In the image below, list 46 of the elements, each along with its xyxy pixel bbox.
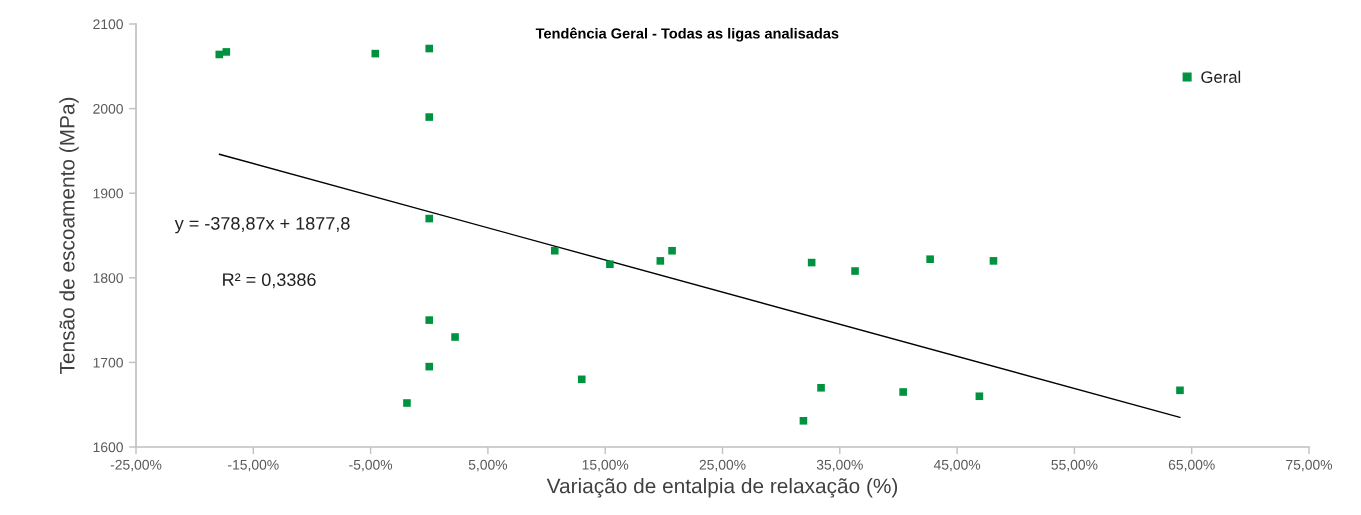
point [989,257,998,265]
point [425,44,434,53]
x-tick-label: 45,00% [933,459,981,472]
x-tick-label: 25,00% [699,459,746,472]
point [215,50,224,59]
point [1176,386,1184,395]
x-tick-label: -15,00% [228,459,279,472]
point [851,267,859,275]
y-tick-label: 1700 [93,357,123,368]
point [668,246,676,255]
y-tick-label: 2000 [93,103,123,114]
point [817,383,825,392]
chart-title: Tendência Geral - Todas as ligas analisadas [535,27,839,42]
point [926,255,934,263]
point [222,48,231,56]
y-tick-label: 1900 [93,188,123,199]
x-axis-title: Variação de entalpia de relaxação (%) [546,478,898,498]
y-axis-title: Tensão de escoamento (MPa) [59,97,79,374]
point [799,416,808,425]
annotation: y = -378,87x + 1877,8 [174,216,350,234]
annotation: R² = 0,3386 [223,273,316,289]
x-tick-label: 5,00% [468,459,508,472]
point [451,333,459,341]
x-tick-label: 35,00% [816,459,863,472]
point [425,316,434,324]
y-tick-label: 1800 [93,273,123,283]
x-tick-label: 55,00% [1051,459,1098,472]
point [371,49,380,58]
x-tick-label: -25,00% [110,459,162,472]
x-tick-label: 65,00% [1168,459,1215,472]
point [577,375,586,384]
legend-label: Geral [1201,70,1241,83]
point [975,392,984,401]
x-tick-label: 15,00% [582,459,629,472]
x-tick-label: -5,00% [349,459,393,472]
point [425,113,434,121]
point [656,257,665,265]
point [403,399,411,407]
point [425,362,434,371]
y-tick-label: 1600 [93,442,123,453]
point [899,388,907,396]
point [425,214,434,223]
point [550,246,559,255]
x-tick-label: 75,00% [1286,459,1333,472]
point [606,260,614,269]
y-tick-label: 2100 [93,19,123,30]
